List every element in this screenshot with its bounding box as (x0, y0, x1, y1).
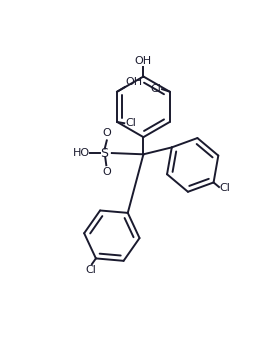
Text: OH: OH (134, 56, 151, 66)
Text: OH: OH (125, 77, 143, 87)
Text: HO: HO (72, 148, 90, 158)
Text: Cl: Cl (86, 265, 97, 275)
Text: Cl: Cl (220, 183, 231, 193)
Text: O: O (102, 128, 111, 138)
Text: S: S (100, 147, 108, 159)
Text: Cl: Cl (125, 118, 136, 128)
Text: Cl: Cl (150, 84, 161, 94)
Text: O: O (102, 167, 111, 177)
